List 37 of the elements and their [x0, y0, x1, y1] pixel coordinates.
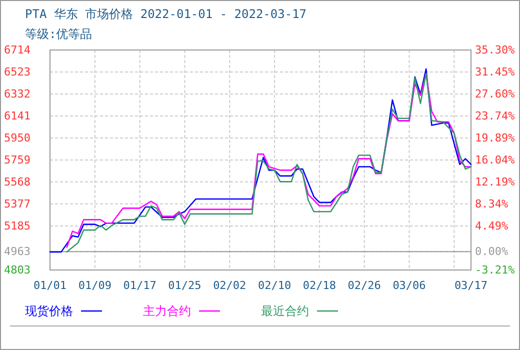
- y-tick-label: 6714: [4, 44, 31, 56]
- x-tick-label: 02/10: [258, 279, 292, 292]
- y2-tick-label: 16.04%: [475, 154, 516, 167]
- x-tick-label: 01/17: [123, 279, 156, 292]
- y2-tick-label: 0.00%: [475, 245, 508, 258]
- y2-tick-label: 19.89%: [475, 132, 516, 145]
- x-tick-label: 02/02: [213, 279, 246, 292]
- chart-subtitle: 等级:优等品: [25, 27, 92, 41]
- x-tick-label: 01/01: [33, 279, 67, 292]
- x-tick-label: 03/17: [454, 279, 488, 292]
- y-tick-label: 5950: [4, 131, 30, 144]
- x-tick-label: 02/26: [348, 279, 381, 292]
- y2-tick-label: 12.19%: [475, 176, 516, 189]
- y-tick-label: 5185: [4, 220, 30, 233]
- y2-tick-label: 35.30%: [475, 44, 516, 56]
- y-tick-label: 6523: [4, 65, 30, 78]
- x-tick-label: 02/18: [302, 279, 336, 292]
- x-tick-label: 01/09: [78, 279, 112, 292]
- y-tick-label: 5377: [4, 197, 30, 210]
- y2-tick-label: 27.60%: [475, 87, 516, 100]
- y-tick-label: 6141: [4, 109, 30, 122]
- x-tick-label: 01/25: [168, 279, 202, 292]
- y2-tick-label: 4.49%: [475, 220, 508, 233]
- y2-tick-label: 8.34%: [475, 198, 508, 211]
- y-tick-label: 4963: [4, 245, 30, 258]
- y-tick-label: 6332: [4, 87, 30, 100]
- legend-label: 最近合约: [261, 304, 309, 318]
- legend-label: 主力合约: [143, 304, 191, 318]
- y-tick-label: 4803: [4, 264, 30, 276]
- y2-tick-label: 31.45%: [475, 65, 516, 78]
- x-tick-label: 03/06: [392, 279, 426, 292]
- legend-label: 现货价格: [25, 304, 73, 318]
- y2-tick-label: -3.21%: [475, 264, 516, 276]
- y-tick-label: 5759: [4, 153, 30, 166]
- y2-tick-label: 23.74%: [475, 110, 516, 123]
- y-tick-label: 5568: [4, 175, 30, 188]
- chart-title: PTA 华东 市场价格 2022-01-01 - 2022-03-17: [25, 7, 307, 21]
